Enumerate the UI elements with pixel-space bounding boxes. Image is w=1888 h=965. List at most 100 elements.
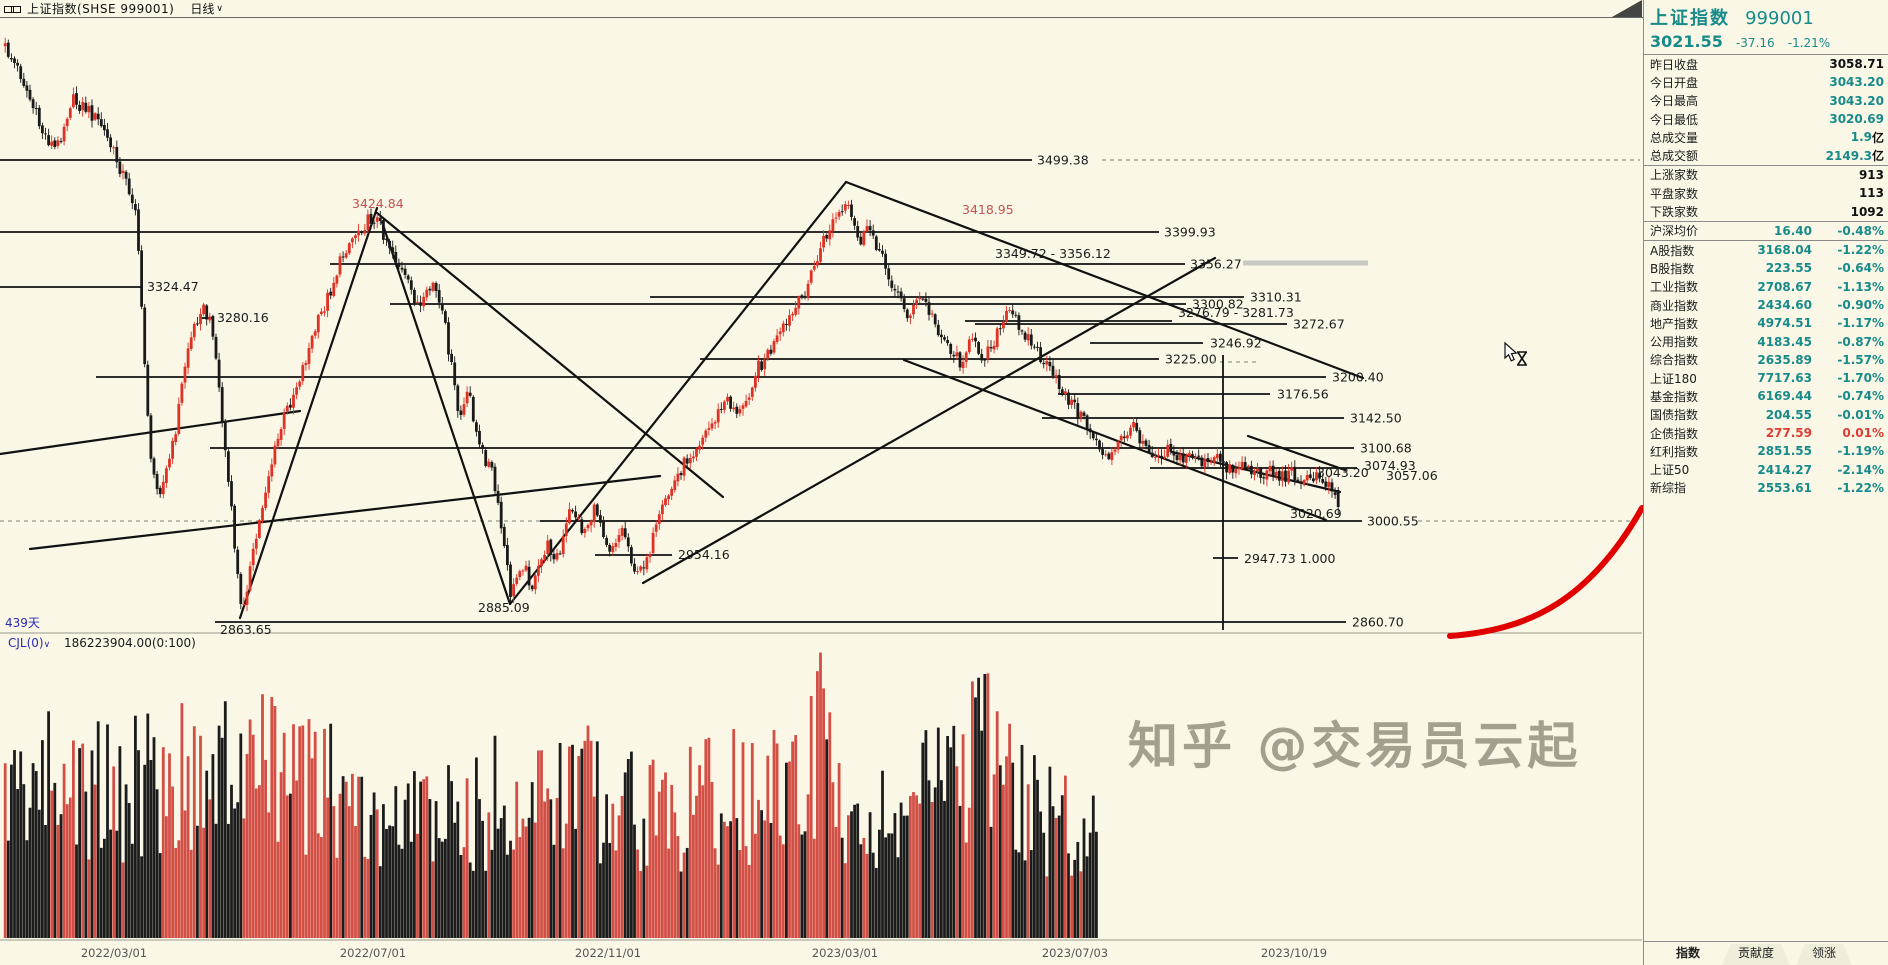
tab-贡献度[interactable]: 贡献度 <box>1722 944 1790 965</box>
quote-row[interactable]: 基金指数 6169.44 -0.74% <box>1644 387 1888 405</box>
row-pct: 0.01% <box>1842 426 1884 441</box>
candlestick-chart-canvas[interactable]: 3499.38 3399.93 3356.27 3310.31 3300.82 3272.… <box>0 0 1643 965</box>
candle-body <box>261 507 264 521</box>
quote-row[interactable]: 地产指数 4974.51 -1.17% <box>1644 314 1888 332</box>
quote-row[interactable]: 商业指数 2434.60 -0.90% <box>1644 296 1888 314</box>
volume-bar <box>468 862 472 938</box>
x-axis-label: 2022/11/01 <box>575 946 641 960</box>
candle-body <box>974 337 977 342</box>
period-selector[interactable]: 日线 <box>190 2 215 16</box>
level-label: 3100.68 <box>1360 441 1412 456</box>
quote-row[interactable]: 今日开盘 3043.20 <box>1644 73 1888 91</box>
quote-row[interactable]: A股指数 3168.04 -1.22% <box>1644 241 1888 259</box>
price-label: 3324.47 <box>147 279 199 294</box>
quote-row[interactable]: 沪深均价 16.40 -0.48% <box>1644 222 1888 240</box>
volume-bar <box>248 719 252 938</box>
candle-body <box>1144 440 1148 446</box>
quote-row[interactable]: 综合指数 2635.89 -1.57% <box>1644 351 1888 369</box>
candle-body <box>902 298 906 310</box>
volume-bar <box>199 735 202 938</box>
quote-row[interactable]: 上涨家数 913 <box>1644 166 1888 184</box>
quote-row[interactable]: 下跌家数 1092 <box>1644 202 1888 220</box>
volume-bar <box>19 751 23 938</box>
candle-body <box>192 323 196 338</box>
indicator-name[interactable]: CJL(0) <box>8 636 44 650</box>
volume-bar <box>456 801 460 938</box>
chevron-down-icon[interactable]: ∨ <box>43 640 51 650</box>
quote-row[interactable]: 工业指数 2708.67 -1.13% <box>1644 278 1888 296</box>
candle-body <box>25 85 29 91</box>
quote-row[interactable]: 红利指数 2851.55 -1.19% <box>1644 442 1888 460</box>
row-value: 2414.27 <box>1757 462 1812 477</box>
candle-body <box>41 125 44 134</box>
chevron-down-icon[interactable]: ∨ <box>216 3 223 14</box>
volume-bar <box>664 772 667 938</box>
candle-body <box>989 347 993 349</box>
candle-body <box>344 253 348 258</box>
candle-body <box>1116 441 1120 450</box>
candle-body <box>543 554 546 560</box>
volume-bar <box>614 850 618 938</box>
volume-bar <box>561 848 565 938</box>
candle-body <box>701 437 705 445</box>
candle-body <box>608 544 612 552</box>
candle-body <box>242 603 246 605</box>
volume-bar <box>59 814 63 938</box>
volume-bar <box>267 812 271 938</box>
volume-bar <box>475 757 478 938</box>
quote-row[interactable]: 总成交量 1.9 亿 <box>1644 128 1888 146</box>
volume-bar <box>998 765 1002 938</box>
quote-row[interactable]: 昨日收盘 3058.71 <box>1644 55 1888 73</box>
candle-body <box>1122 436 1126 439</box>
candle-body <box>812 266 816 270</box>
volume-bar <box>574 828 577 938</box>
candle-body <box>936 324 940 336</box>
volume-bar <box>893 813 897 938</box>
indices-section: A股指数 3168.04 -1.22% B股指数 223.55 -0.64% 工业指数 270… <box>1644 241 1888 497</box>
volume-bar <box>310 758 314 938</box>
quote-row[interactable]: 新综指 2553.61 -1.22% <box>1644 479 1888 497</box>
candle-body <box>326 292 329 311</box>
row-value: 113 <box>1858 186 1884 201</box>
candle-body <box>940 334 943 338</box>
candle-body <box>227 451 230 482</box>
volume-bar <box>648 765 652 938</box>
candle-body <box>270 464 274 477</box>
quote-row[interactable]: 公用指数 4183.45 -0.87% <box>1644 332 1888 350</box>
volume-indicator-header[interactable]: CJL(0)∨ 186223904.00(0:100) <box>8 636 196 650</box>
quote-row[interactable]: 上证180 7717.63 -1.70% <box>1644 369 1888 387</box>
volume-bar <box>478 799 481 938</box>
volume-bar <box>961 734 965 938</box>
candle-body <box>109 137 112 148</box>
volume-bar <box>189 849 193 938</box>
volume-bar <box>106 724 109 938</box>
volume-bar <box>509 840 512 938</box>
tab-领涨[interactable]: 领涨 <box>1796 944 1852 965</box>
volume-bar <box>372 792 376 938</box>
quote-row[interactable]: 今日最高 3043.20 <box>1644 92 1888 110</box>
trendline <box>238 206 379 620</box>
candle-body <box>679 472 683 476</box>
candle-body <box>896 291 900 293</box>
volume-bar <box>862 837 866 938</box>
candle-body <box>44 133 47 135</box>
quote-row[interactable]: 上证50 2414.27 -2.14% <box>1644 461 1888 479</box>
quote-row[interactable]: 企债指数 277.59 0.01% <box>1644 424 1888 442</box>
quote-row[interactable]: 今日最低 3020.69 <box>1644 110 1888 128</box>
candle-body <box>273 445 277 465</box>
volume-bar <box>905 815 909 938</box>
volume-bar <box>292 724 295 938</box>
volume-bar <box>1051 806 1055 938</box>
tab-指数[interactable]: 指数 <box>1660 944 1716 965</box>
candle-body <box>747 397 751 400</box>
candle-body <box>217 359 221 388</box>
quote-row[interactable]: 总成交额 2149.3 亿 <box>1644 146 1888 164</box>
quote-row[interactable]: 国债指数 204.55 -0.01% <box>1644 406 1888 424</box>
row-label: 地产指数 <box>1650 316 1699 331</box>
row-value: 1.9 <box>1850 130 1872 145</box>
candle-body <box>437 290 441 303</box>
volume-bar <box>971 681 974 938</box>
volume-bar <box>261 694 264 938</box>
quote-row[interactable]: 平盘家数 113 <box>1644 184 1888 202</box>
quote-row[interactable]: B股指数 223.55 -0.64% <box>1644 259 1888 277</box>
